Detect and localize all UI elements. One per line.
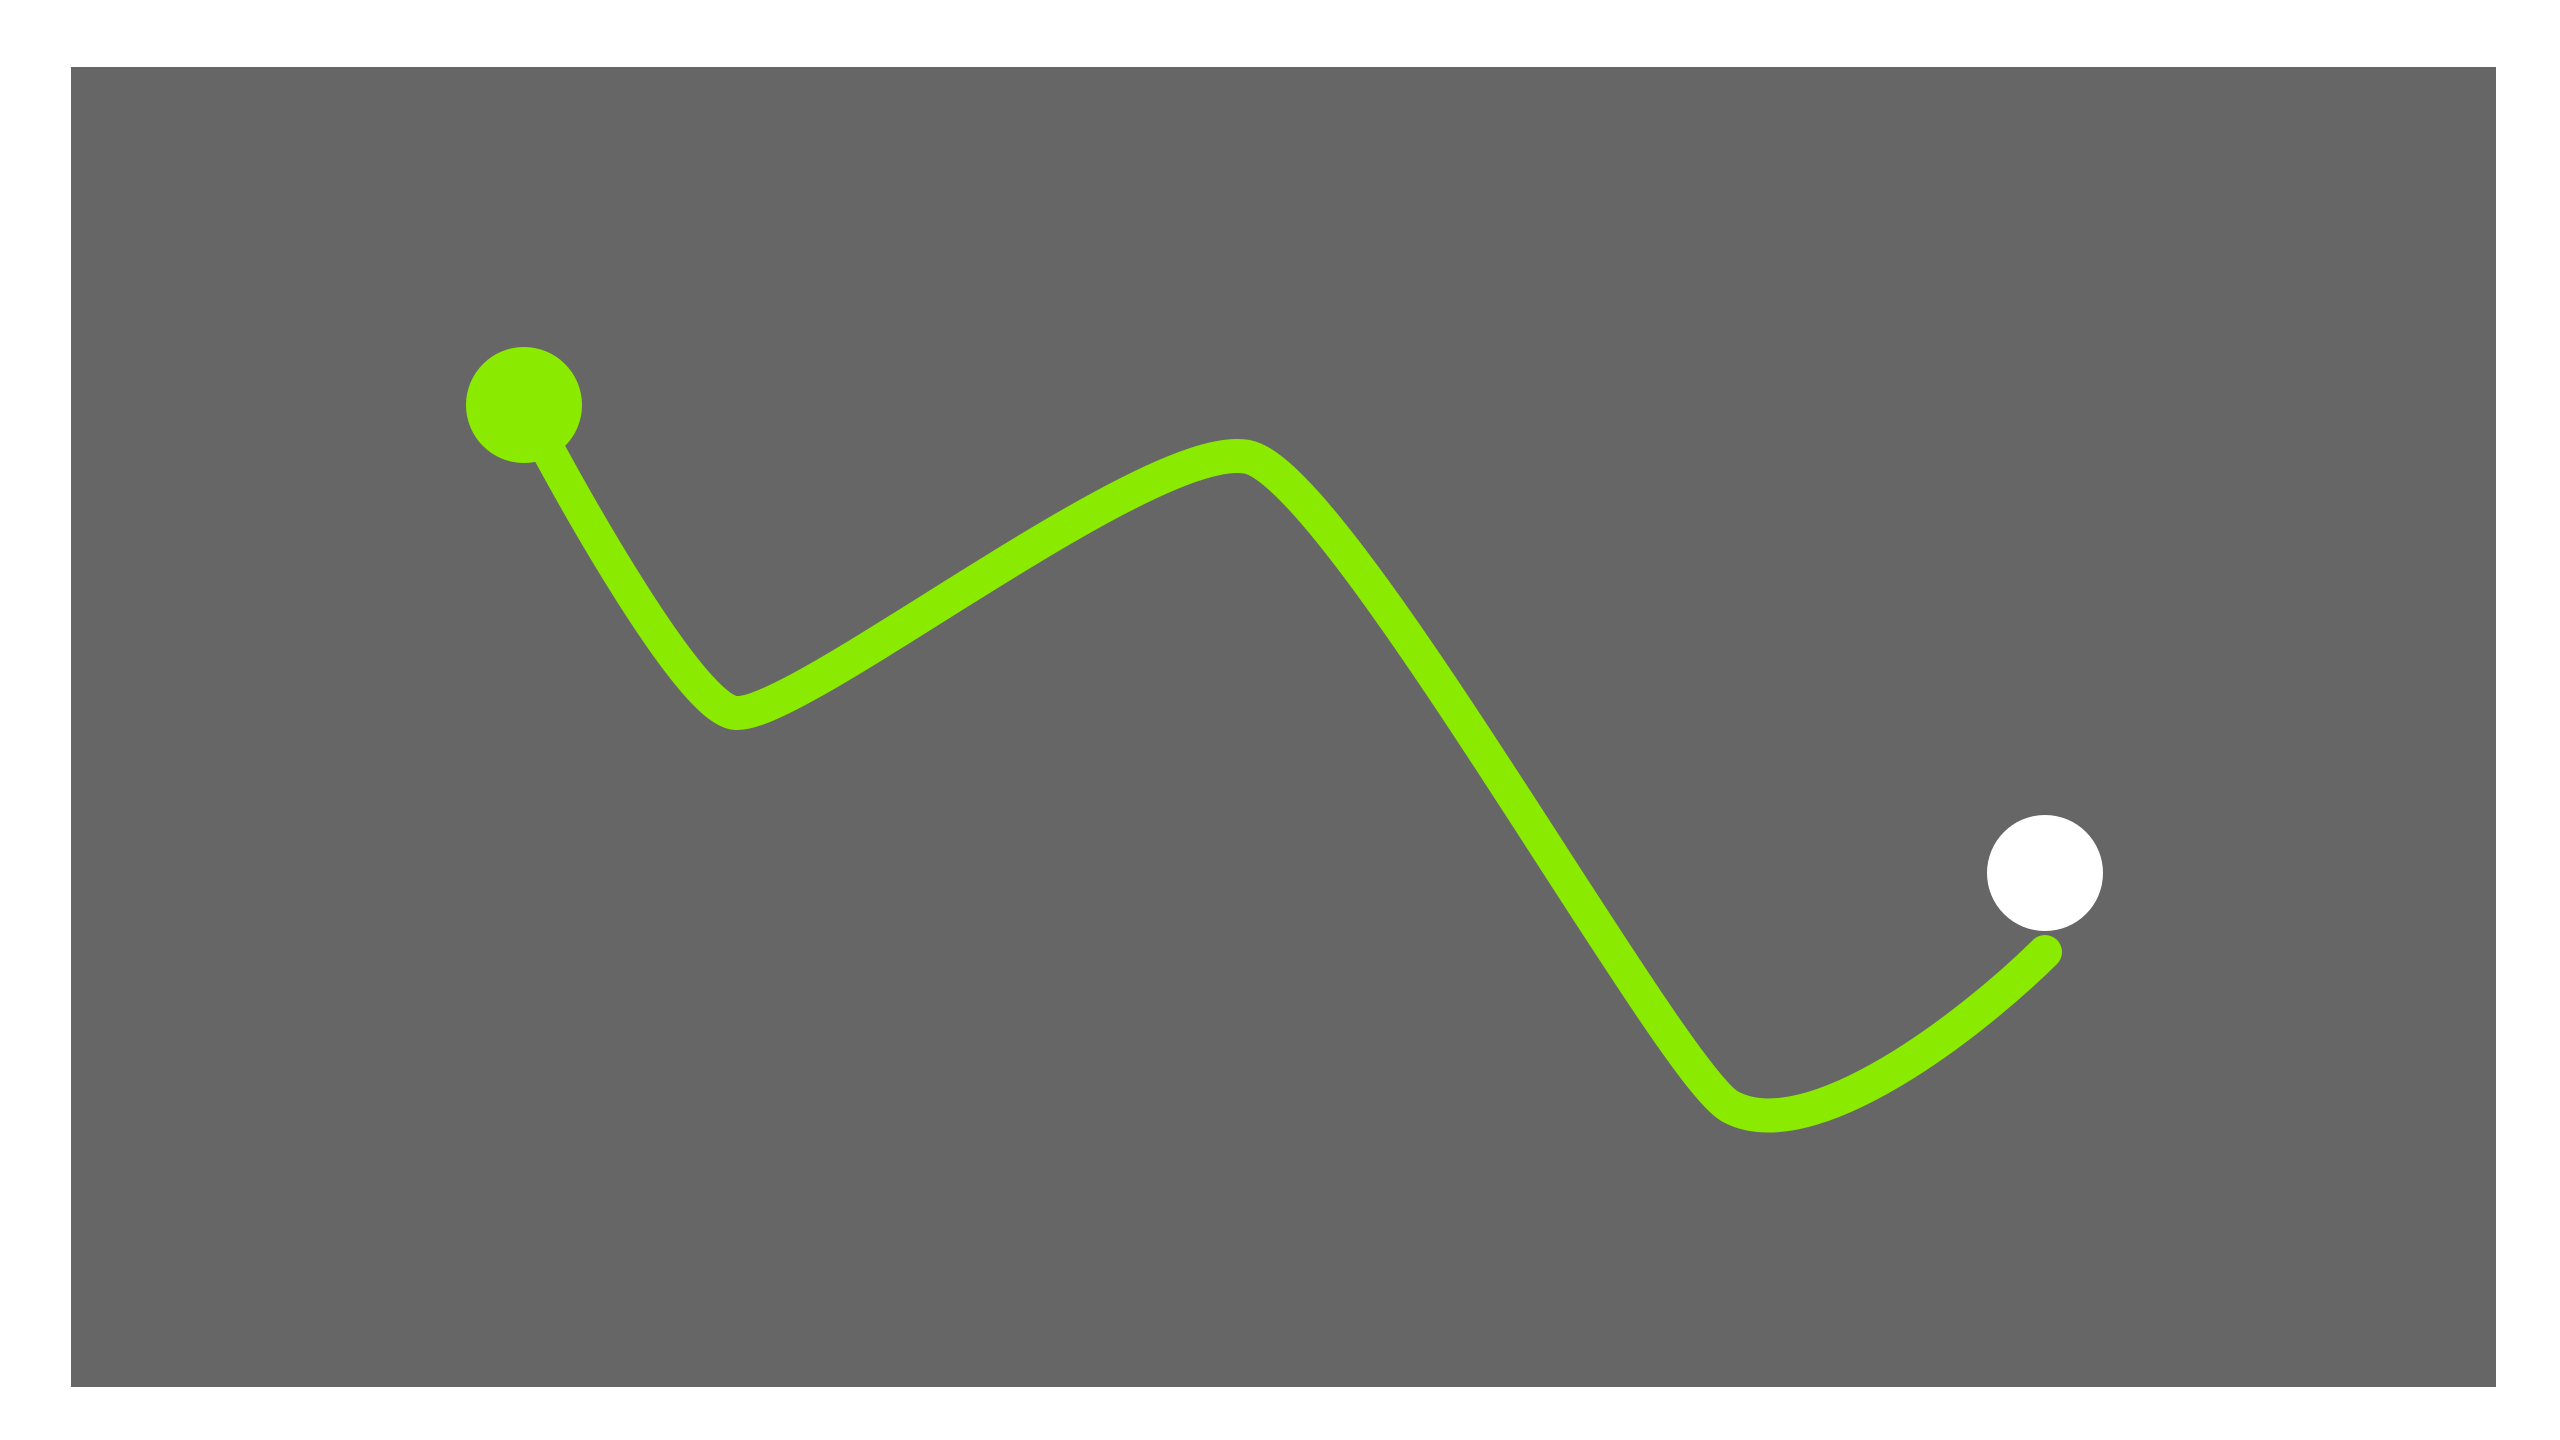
drag-path-line — [507, 388, 2062, 1133]
canvas-svg[interactable] — [71, 67, 2496, 1387]
start-dot-icon[interactable] — [466, 347, 582, 463]
canvas-background — [71, 67, 2496, 1387]
end-dot-icon[interactable] — [1987, 815, 2103, 931]
game-canvas[interactable] — [71, 67, 2496, 1387]
